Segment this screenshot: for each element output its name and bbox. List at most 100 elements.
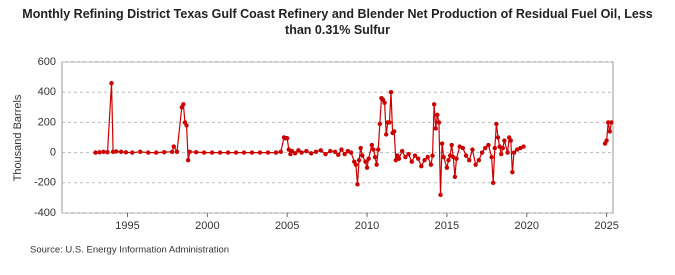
data-point <box>284 136 290 141</box>
data-point <box>225 150 231 155</box>
x-tick-label: 2000 <box>195 220 219 232</box>
data-point <box>292 151 298 156</box>
data-point <box>449 142 454 148</box>
data-point <box>233 150 239 155</box>
x-tick-label: 2005 <box>275 220 299 232</box>
data-point <box>97 150 102 155</box>
data-point <box>356 157 362 163</box>
data-point <box>353 162 359 167</box>
y-tick-label: 200 <box>38 116 56 128</box>
x-tick-label: 1995 <box>115 220 139 232</box>
data-point <box>499 151 504 157</box>
data-point <box>406 151 411 157</box>
data-point <box>604 138 609 143</box>
data-point <box>323 151 328 157</box>
data-point <box>403 154 408 160</box>
data-point <box>193 149 199 155</box>
data-point <box>467 157 472 163</box>
data-point <box>436 120 442 125</box>
data-point <box>476 157 482 163</box>
data-point <box>491 180 496 185</box>
data-point <box>463 153 469 158</box>
data-point <box>296 148 301 153</box>
data-point <box>184 123 189 128</box>
x-tick-label: 2010 <box>355 220 379 232</box>
data-point <box>257 150 263 155</box>
data-point <box>419 163 424 169</box>
data-point <box>454 156 459 161</box>
data-point <box>313 149 319 155</box>
data-point <box>489 154 494 160</box>
data-point <box>174 149 180 155</box>
data-point <box>185 157 191 163</box>
data-point <box>444 165 450 170</box>
data-point <box>130 150 135 155</box>
data-point <box>265 150 271 155</box>
data-point <box>171 144 176 149</box>
data-point <box>369 142 375 148</box>
data-point <box>114 149 119 154</box>
data-point <box>396 156 402 161</box>
data-point <box>521 144 526 149</box>
data-point <box>483 145 488 151</box>
data-point <box>391 129 397 134</box>
data-point <box>241 150 247 155</box>
data-point <box>364 165 370 170</box>
data-point <box>146 150 151 155</box>
data-point <box>470 147 475 152</box>
data-point <box>377 121 383 127</box>
y-tick-label: -200 <box>34 177 56 189</box>
data-point <box>289 148 295 154</box>
data-point <box>332 149 338 155</box>
data-point <box>399 148 405 154</box>
data-point <box>425 154 430 160</box>
source-note: Source: U.S. Energy Information Administ… <box>30 245 229 256</box>
data-point <box>304 148 309 154</box>
plot-area <box>61 61 614 214</box>
data-point <box>428 162 434 167</box>
data-point <box>431 102 437 107</box>
data-point <box>384 132 389 137</box>
data-point <box>495 135 501 140</box>
data-point <box>162 149 167 155</box>
y-tick-label: -400 <box>34 207 56 219</box>
data-point <box>93 150 98 155</box>
data-point <box>348 150 354 155</box>
x-tick-label: 2020 <box>515 220 539 232</box>
data-point <box>342 151 347 157</box>
data-point <box>452 174 458 179</box>
data-point <box>371 147 376 152</box>
data-point <box>308 151 314 156</box>
data-point <box>505 150 510 155</box>
data-point <box>473 162 478 167</box>
data-point <box>339 147 344 152</box>
x-tick-label: 2015 <box>435 220 459 232</box>
y-tick-label: 400 <box>38 86 56 98</box>
y-tick-label: 600 <box>38 56 56 68</box>
data-point <box>201 150 207 155</box>
data-point <box>170 149 175 155</box>
data-point <box>606 120 611 125</box>
data-point <box>508 138 513 143</box>
data-point <box>500 145 505 151</box>
data-point <box>439 141 445 146</box>
data-point <box>273 150 279 155</box>
x-tick-label: 2025 <box>594 220 618 232</box>
data-point <box>435 112 440 118</box>
data-point <box>336 152 341 158</box>
data-point <box>372 154 378 160</box>
data-point <box>363 159 368 164</box>
data-point <box>409 159 414 164</box>
data-point <box>355 182 360 187</box>
data-point <box>430 153 435 158</box>
data-point <box>217 150 223 155</box>
data-point <box>438 192 443 198</box>
data-point <box>441 154 446 160</box>
data-point <box>609 120 614 125</box>
data-point <box>318 148 323 153</box>
data-point <box>123 150 129 155</box>
data-point <box>387 120 392 125</box>
data-point <box>209 150 215 155</box>
y-tick-label: 0 <box>50 147 56 159</box>
